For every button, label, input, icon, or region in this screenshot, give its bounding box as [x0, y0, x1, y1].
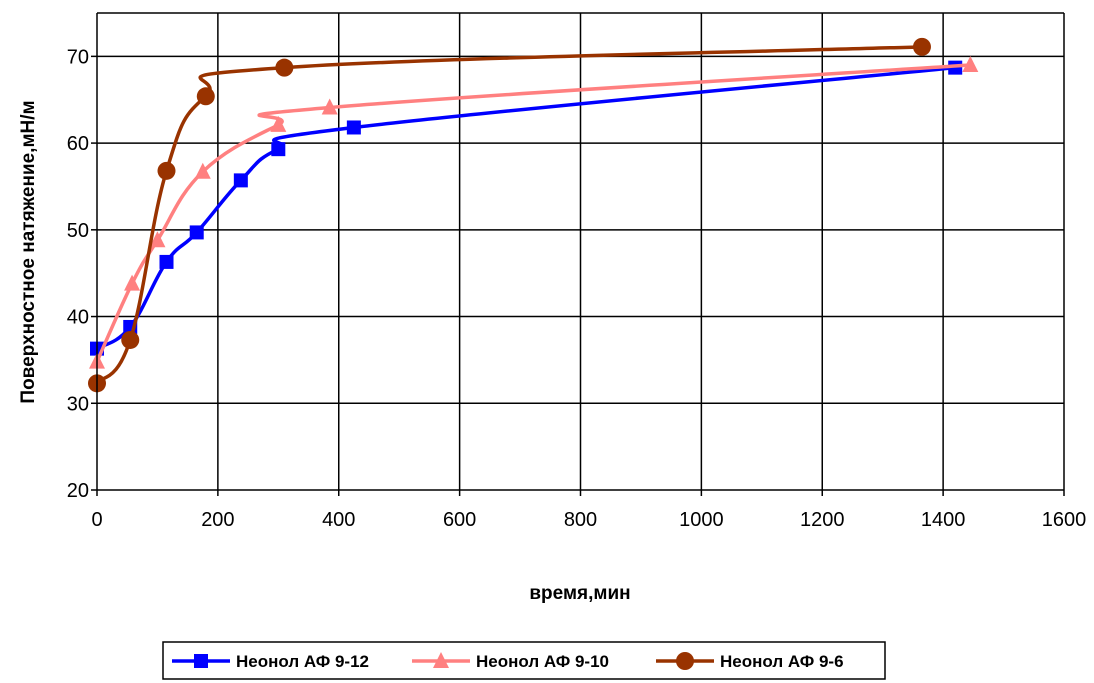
legend-entry: Неонол АФ 9-10	[412, 652, 609, 671]
data-point	[962, 56, 979, 73]
x-tick-label: 800	[564, 509, 597, 531]
x-tick-label: 200	[201, 509, 234, 531]
data-point	[233, 173, 248, 188]
data-point	[270, 115, 287, 132]
legend-swatch-marker	[433, 652, 449, 668]
data-point	[912, 37, 931, 56]
legend: Неонол АФ 9-12 Неонол АФ 9-10 Неонол АФ 9-…	[162, 641, 886, 680]
series-line	[96, 65, 956, 351]
x-tick-label: 400	[322, 509, 355, 531]
data-point	[159, 254, 174, 269]
series-3	[88, 37, 931, 393]
legend-entry: Неонол АФ 9-12	[172, 652, 369, 671]
data-point	[275, 58, 294, 77]
legend-box	[162, 641, 886, 680]
x-tick-label: 1400	[921, 509, 966, 531]
legend-swatch-marker	[676, 652, 694, 670]
data-point	[346, 120, 361, 135]
axes: 20 30 40 50 60 70 0 200 400 600 800 1000 1200 1400 160…	[67, 13, 1087, 531]
data-point	[157, 161, 176, 180]
x-tick-label: 600	[443, 509, 476, 531]
series-1	[90, 60, 963, 356]
y-tick-label: 50	[67, 220, 89, 242]
data-point	[321, 98, 338, 115]
y-axis-label: Поверхностное натяжение,мН/м	[18, 100, 39, 403]
data-point	[189, 225, 204, 240]
data-point	[271, 142, 286, 157]
x-tick-label: 1600	[1042, 509, 1087, 531]
legend-swatch-marker	[194, 654, 208, 668]
legend-label: Неонол АФ 9-12	[236, 652, 369, 671]
legend-label: Неонол АФ 9-6	[720, 652, 844, 671]
y-tick-label: 30	[67, 393, 89, 415]
grid-lines	[97, 12, 1065, 490]
legend-entry: Неонол АФ 9-6	[656, 652, 844, 671]
y-tick-label: 60	[67, 133, 89, 155]
y-tick-label: 40	[67, 307, 89, 329]
series-layer	[88, 37, 979, 393]
x-axis-label: время,мин	[529, 583, 630, 604]
data-point	[194, 162, 211, 179]
data-point	[149, 231, 166, 248]
legend-label: Неонол АФ 9-10	[476, 652, 609, 671]
y-tick-label: 20	[67, 480, 89, 502]
data-point	[124, 274, 141, 291]
y-tick-label: 70	[67, 46, 89, 68]
x-tick-label: 1200	[800, 509, 845, 531]
x-tick-label: 0	[91, 509, 102, 531]
data-point	[121, 330, 140, 349]
series-line	[95, 45, 923, 385]
data-point	[196, 87, 215, 106]
series-2	[89, 56, 979, 369]
x-tick-label: 1000	[679, 509, 724, 531]
